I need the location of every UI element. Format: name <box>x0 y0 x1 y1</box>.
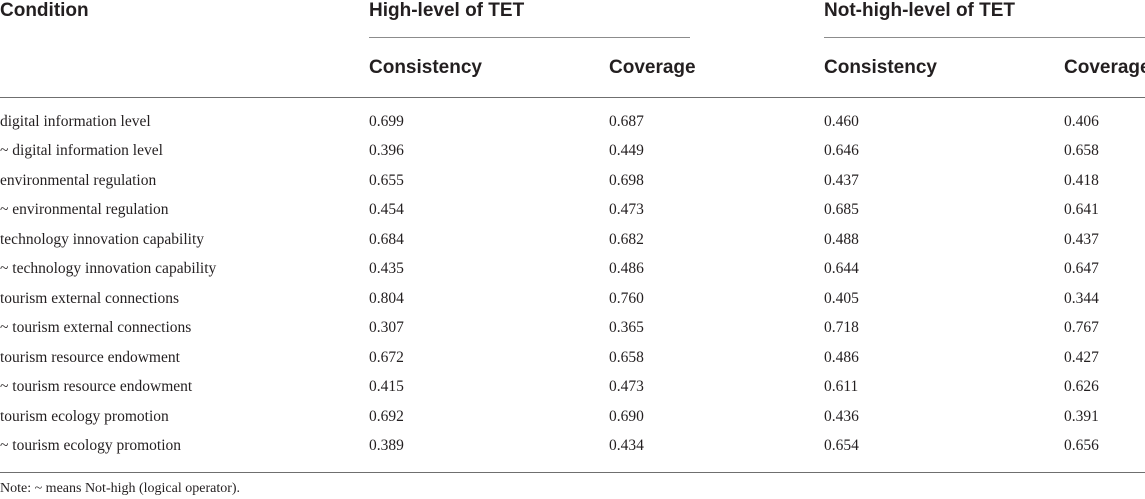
row-nothigh-consistency: 0.654 <box>824 437 859 454</box>
row-condition: technology innovation capability <box>0 231 205 248</box>
header-bottom-rule <box>0 97 1145 98</box>
row-high-consistency: 0.435 <box>369 260 404 277</box>
row-high-coverage: 0.682 <box>609 231 644 248</box>
row-nothigh-coverage: 0.437 <box>1064 231 1099 248</box>
header-high-consistency: Consistency <box>369 57 482 78</box>
row-high-coverage: 0.473 <box>609 378 644 395</box>
row-nothigh-coverage: 0.658 <box>1064 142 1099 159</box>
row-nothigh-consistency: 0.646 <box>824 142 859 159</box>
row-high-coverage: 0.690 <box>609 408 644 425</box>
row-nothigh-coverage: 0.406 <box>1064 113 1099 130</box>
row-nothigh-consistency: 0.718 <box>824 319 859 336</box>
high-group-underline <box>369 37 690 38</box>
row-high-consistency: 0.672 <box>369 349 404 366</box>
row-nothigh-consistency: 0.437 <box>824 172 859 189</box>
row-nothigh-coverage: 0.418 <box>1064 172 1099 189</box>
row-high-coverage: 0.365 <box>609 319 644 336</box>
row-nothigh-coverage: 0.767 <box>1064 319 1099 336</box>
row-nothigh-consistency: 0.405 <box>824 290 859 307</box>
row-nothigh-coverage: 0.344 <box>1064 290 1099 307</box>
row-nothigh-coverage: 0.391 <box>1064 408 1099 425</box>
row-high-coverage: 0.434 <box>609 437 644 454</box>
row-nothigh-coverage: 0.647 <box>1064 260 1099 277</box>
row-condition: ~ technology innovation capability <box>0 260 217 277</box>
row-condition: tourism ecology promotion <box>0 408 169 425</box>
row-nothigh-coverage: 0.641 <box>1064 201 1099 218</box>
row-condition: environmental regulation <box>0 172 157 189</box>
row-high-consistency: 0.684 <box>369 231 404 248</box>
row-condition: tourism resource endowment <box>0 349 180 366</box>
row-nothigh-consistency: 0.486 <box>824 349 859 366</box>
row-nothigh-consistency: 0.644 <box>824 260 859 277</box>
header-not-high-level-group: Not-high-level of TET <box>824 0 1016 21</box>
row-nothigh-consistency: 0.460 <box>824 113 859 130</box>
row-condition: ~ tourism resource endowment <box>0 378 193 395</box>
row-high-consistency: 0.396 <box>369 142 404 159</box>
row-nothigh-consistency: 0.436 <box>824 408 859 425</box>
header-high-coverage: Coverage <box>609 57 696 78</box>
header-condition: Condition <box>0 0 89 21</box>
header-nothigh-consistency: Consistency <box>824 57 937 78</box>
row-high-coverage: 0.760 <box>609 290 644 307</box>
header-nothigh-coverage: Coverage <box>1064 57 1145 78</box>
nothigh-group-underline <box>824 37 1145 38</box>
row-condition: ~ digital information level <box>0 142 163 159</box>
row-condition: digital information level <box>0 113 151 130</box>
row-condition: ~ tourism ecology promotion <box>0 437 182 454</box>
table-note: Note: ~ means Not-high (logical operator… <box>0 481 241 496</box>
row-nothigh-consistency: 0.611 <box>824 378 859 395</box>
row-high-coverage: 0.687 <box>609 113 644 130</box>
table-bottom-rule <box>0 472 1145 473</box>
row-high-consistency: 0.655 <box>369 172 404 189</box>
row-high-coverage: 0.449 <box>609 142 644 159</box>
row-high-consistency: 0.804 <box>369 290 404 307</box>
row-high-consistency: 0.699 <box>369 113 404 130</box>
row-nothigh-coverage: 0.427 <box>1064 349 1099 366</box>
row-condition: ~ environmental regulation <box>0 201 169 218</box>
row-high-coverage: 0.473 <box>609 201 644 218</box>
header-high-level-group: High-level of TET <box>369 0 525 21</box>
row-high-consistency: 0.692 <box>369 408 404 425</box>
row-high-consistency: 0.307 <box>369 319 404 336</box>
row-high-coverage: 0.658 <box>609 349 644 366</box>
row-high-coverage: 0.698 <box>609 172 644 189</box>
row-nothigh-consistency: 0.488 <box>824 231 859 248</box>
row-condition: ~ tourism external connections <box>0 319 192 336</box>
row-nothigh-consistency: 0.685 <box>824 201 859 218</box>
row-high-consistency: 0.454 <box>369 201 404 218</box>
row-nothigh-coverage: 0.626 <box>1064 378 1099 395</box>
row-condition: tourism external connections <box>0 290 180 307</box>
row-nothigh-coverage: 0.656 <box>1064 437 1099 454</box>
row-high-coverage: 0.486 <box>609 260 644 277</box>
row-high-consistency: 0.415 <box>369 378 404 395</box>
row-high-consistency: 0.389 <box>369 437 404 454</box>
